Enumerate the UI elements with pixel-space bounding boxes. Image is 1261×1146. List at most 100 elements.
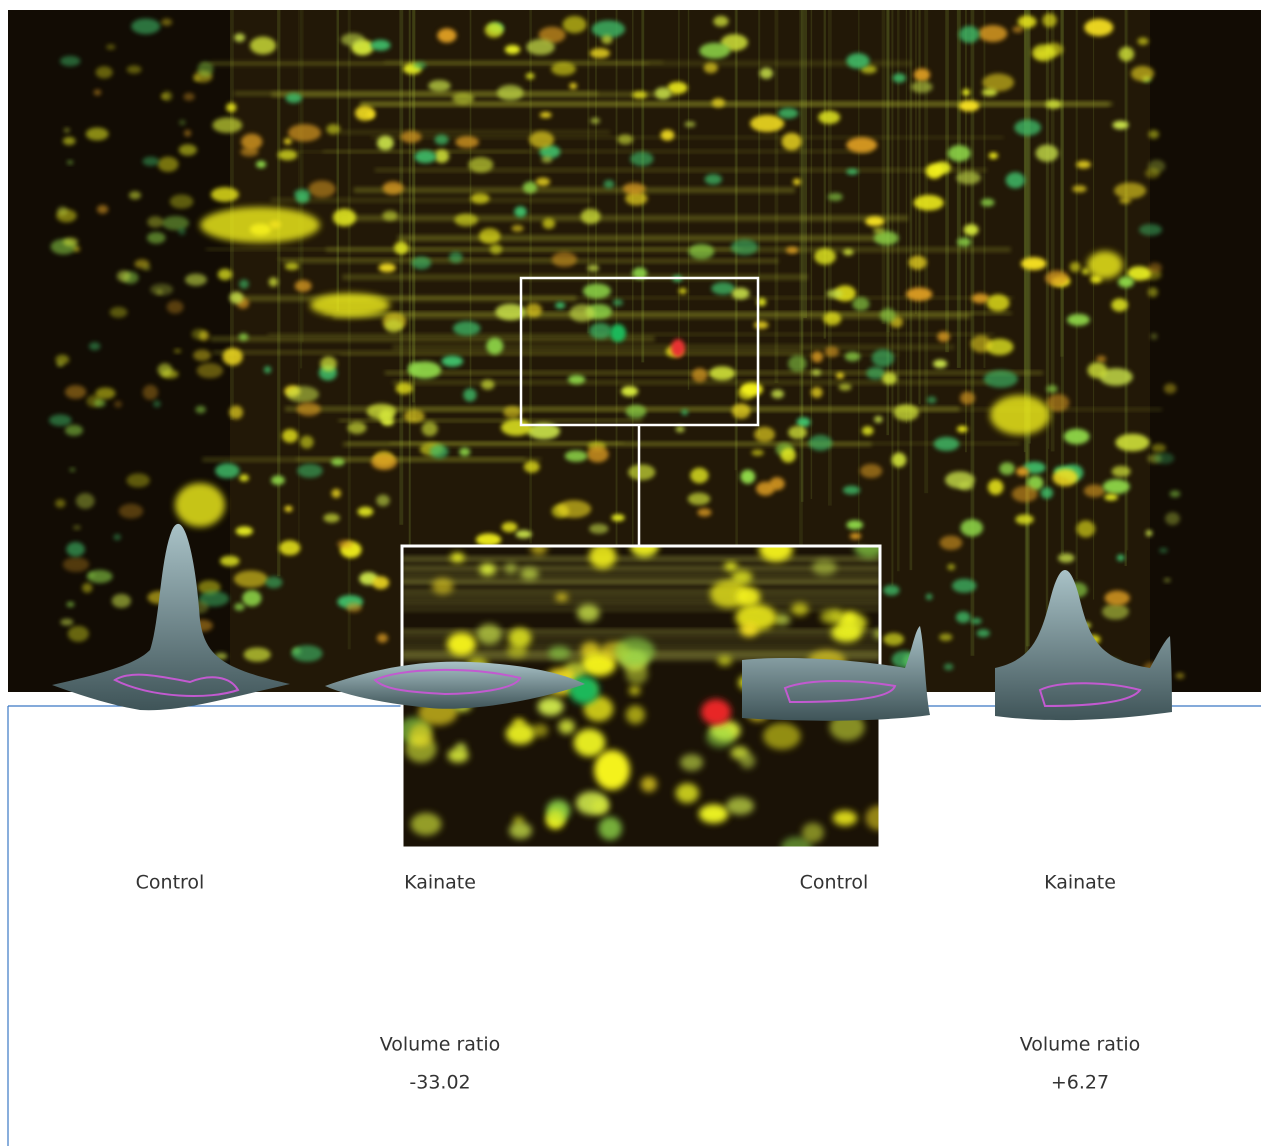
spot bbox=[308, 180, 335, 197]
spot bbox=[63, 137, 76, 145]
spot bbox=[630, 152, 653, 166]
spot bbox=[511, 225, 523, 232]
spot bbox=[479, 563, 495, 575]
spot bbox=[547, 809, 564, 825]
spot bbox=[688, 493, 711, 506]
spot bbox=[1053, 469, 1078, 486]
spot bbox=[786, 247, 799, 254]
spot bbox=[1150, 333, 1157, 340]
spot bbox=[934, 437, 960, 451]
spot bbox=[234, 570, 268, 587]
ratio-value: -33.02 bbox=[409, 1072, 470, 1094]
spot bbox=[852, 297, 869, 311]
spot bbox=[447, 632, 476, 655]
spot bbox=[220, 556, 240, 567]
spot bbox=[291, 645, 322, 662]
streak bbox=[402, 600, 880, 606]
spot bbox=[162, 216, 189, 230]
spot bbox=[962, 89, 970, 96]
spot bbox=[244, 647, 271, 661]
spot bbox=[63, 557, 89, 572]
spot bbox=[760, 68, 774, 79]
spot bbox=[1012, 486, 1038, 502]
spot bbox=[526, 39, 555, 55]
spot bbox=[479, 228, 501, 244]
spot bbox=[60, 619, 73, 626]
spot bbox=[814, 248, 836, 264]
spot bbox=[367, 111, 375, 118]
spot bbox=[906, 288, 932, 301]
spot bbox=[809, 435, 832, 451]
spot bbox=[1164, 578, 1171, 582]
spot bbox=[697, 508, 711, 516]
spot bbox=[548, 646, 570, 660]
spot bbox=[589, 323, 612, 339]
spot bbox=[874, 416, 883, 423]
spot bbox=[401, 131, 422, 143]
spot bbox=[300, 436, 314, 449]
streak bbox=[402, 595, 880, 599]
spot bbox=[590, 118, 600, 124]
spot bbox=[833, 810, 857, 825]
spot bbox=[971, 335, 992, 353]
spot bbox=[1131, 66, 1154, 81]
spot bbox=[731, 239, 758, 255]
spot bbox=[333, 209, 356, 227]
spot bbox=[320, 356, 337, 371]
spot bbox=[497, 85, 524, 101]
spot bbox=[827, 289, 843, 298]
spot bbox=[621, 386, 638, 397]
spot bbox=[193, 350, 211, 361]
spot bbox=[964, 224, 979, 236]
spot bbox=[563, 16, 587, 33]
spot bbox=[408, 361, 441, 378]
spot bbox=[1154, 453, 1174, 464]
spot bbox=[506, 723, 535, 745]
spot bbox=[1117, 554, 1125, 561]
spot bbox=[818, 111, 840, 124]
spot bbox=[297, 464, 323, 478]
spot bbox=[471, 193, 490, 204]
spot bbox=[106, 44, 115, 50]
spot bbox=[432, 578, 454, 594]
spot bbox=[823, 312, 841, 325]
spot bbox=[778, 108, 798, 119]
streak bbox=[735, 10, 738, 598]
spot bbox=[850, 533, 861, 540]
spot bbox=[485, 23, 504, 38]
spot bbox=[952, 579, 976, 593]
streak bbox=[337, 10, 339, 311]
spot bbox=[989, 152, 998, 159]
spot bbox=[162, 91, 172, 101]
spot bbox=[893, 404, 918, 421]
spot bbox=[960, 519, 983, 536]
spot bbox=[926, 594, 933, 600]
spot bbox=[611, 514, 624, 521]
spot bbox=[394, 241, 408, 254]
spot bbox=[1032, 44, 1056, 61]
spot bbox=[791, 603, 809, 616]
spot bbox=[713, 16, 728, 27]
spot bbox=[241, 134, 262, 150]
label: Kainate bbox=[404, 872, 476, 894]
spot bbox=[988, 479, 1004, 494]
spot bbox=[450, 553, 464, 563]
spot bbox=[184, 130, 191, 137]
spot bbox=[414, 150, 436, 163]
spot bbox=[76, 493, 95, 509]
spot bbox=[174, 349, 181, 353]
spot bbox=[161, 19, 172, 26]
streak bbox=[1028, 10, 1031, 444]
spot bbox=[1145, 168, 1160, 178]
streak bbox=[302, 10, 303, 342]
spot bbox=[699, 43, 730, 59]
spot bbox=[684, 121, 695, 127]
spot bbox=[960, 391, 975, 404]
spot bbox=[569, 83, 577, 90]
spot bbox=[89, 342, 100, 350]
spot bbox=[68, 626, 89, 642]
spot bbox=[1148, 130, 1159, 139]
spot bbox=[1046, 385, 1057, 393]
spot bbox=[981, 199, 995, 207]
spot bbox=[623, 183, 646, 195]
